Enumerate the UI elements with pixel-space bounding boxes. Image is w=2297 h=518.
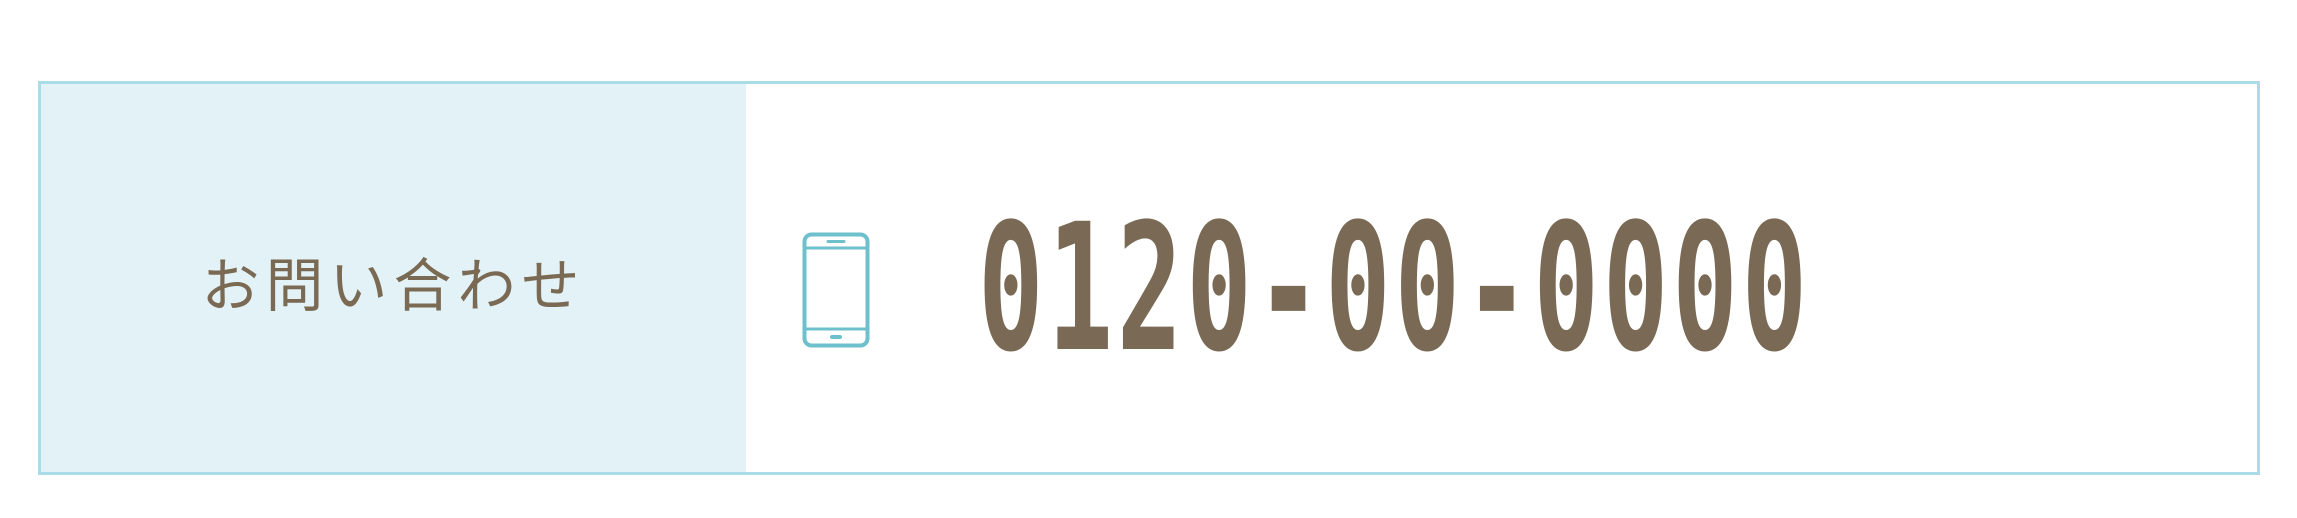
smartphone-icon [802, 232, 870, 348]
phone-number-link[interactable]: 0120-00-0000 [978, 186, 1811, 391]
contact-label-cell: お問い合わせ [41, 84, 746, 472]
phone-cell[interactable]: 0120-00-0000 [746, 84, 2257, 472]
contact-label: お問い合わせ [201, 252, 586, 320]
contact-box: お問い合わせ 0120-00-0000 [38, 81, 2260, 475]
